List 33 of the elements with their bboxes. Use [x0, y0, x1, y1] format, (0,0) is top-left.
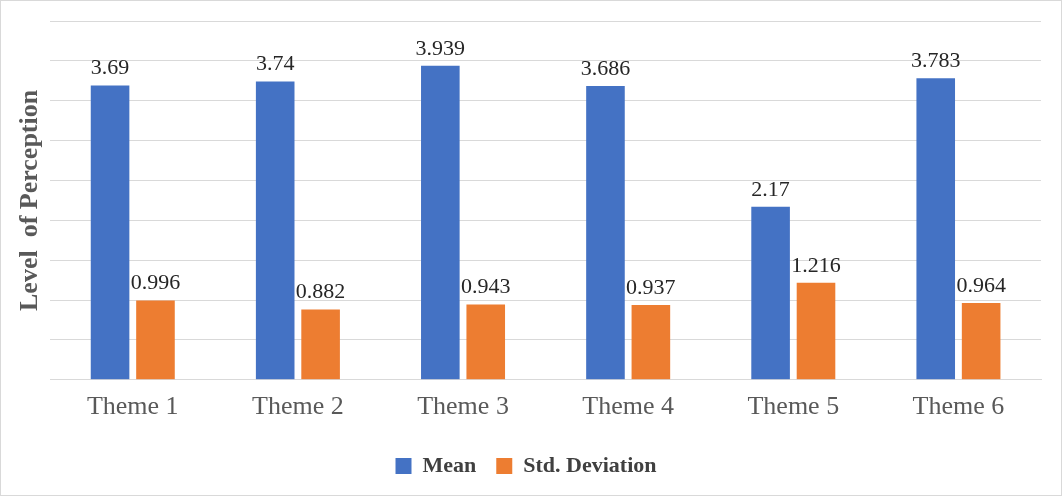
data-label: 2.17: [751, 175, 790, 201]
legend-label: Mean: [422, 451, 477, 477]
bar: [916, 78, 956, 380]
data-label: 0.882: [295, 278, 346, 304]
x-tick-label: Theme 2: [252, 391, 344, 421]
data-label: 3.686: [580, 54, 631, 80]
bar: [421, 65, 460, 380]
bar: [796, 282, 836, 380]
y-axis-title: Level of Perception: [14, 89, 44, 311]
data-label: 3.939: [415, 34, 466, 60]
x-tick-label: Theme 6: [912, 391, 1005, 421]
x-tick-label: Theme 4: [582, 391, 675, 421]
data-label: 0.996: [130, 269, 181, 295]
bar: [90, 85, 130, 380]
bar: [136, 300, 175, 380]
bar: [961, 302, 1001, 380]
bar: [586, 85, 625, 380]
data-label: 3.74: [255, 50, 295, 76]
x-tick-label: Theme 3: [417, 391, 509, 421]
data-label: 0.937: [626, 273, 676, 299]
data-label: 0.964: [956, 271, 1006, 297]
bar: [255, 81, 295, 380]
data-label: 3.69: [90, 54, 130, 80]
bar: [751, 206, 790, 380]
legend-label: Std. Deviation: [523, 451, 657, 477]
bar: [466, 304, 506, 380]
bar: [631, 305, 671, 380]
data-label: 1.216: [791, 251, 841, 277]
data-label: 0.943: [460, 273, 511, 299]
bar: [301, 309, 340, 380]
x-tick-label: Theme 1: [86, 391, 179, 421]
data-label: 3.783: [910, 46, 961, 72]
x-tick-label: Theme 5: [747, 391, 840, 421]
